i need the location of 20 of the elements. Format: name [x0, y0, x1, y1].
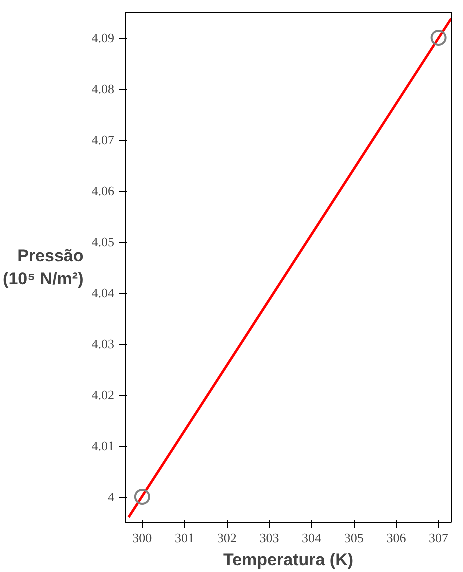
y-tick-label: 4.07	[92, 132, 115, 148]
x-tick-label: 303	[260, 530, 280, 546]
x-tick-label: 301	[175, 530, 195, 546]
y-tick-label: 4.09	[92, 30, 114, 46]
y-tick-label: 4.01	[92, 438, 114, 454]
y-tick-label: 4	[108, 490, 115, 504]
x-tick-label: 305	[344, 530, 364, 546]
y-tick-label: 4.05	[92, 234, 114, 250]
x-tick-label: 302	[217, 530, 237, 546]
y-axis-title: Pressão (10⁵ N/m²)	[3, 246, 84, 288]
y-tick-label: 4.03	[92, 336, 114, 352]
x-tick-label: 306	[386, 530, 407, 546]
y-tick-label: 4.02	[92, 388, 114, 402]
y-tick-label: 4.06	[92, 184, 115, 198]
y-tick-label: 4.04	[92, 286, 115, 300]
y-tick-label: 4.08	[92, 82, 114, 96]
x-tick-label: 304	[302, 530, 322, 546]
x-axis-title: Temperatura (K)	[223, 550, 354, 570]
x-tick-label: 300	[132, 530, 152, 546]
x-tick-label: 307	[429, 530, 450, 546]
